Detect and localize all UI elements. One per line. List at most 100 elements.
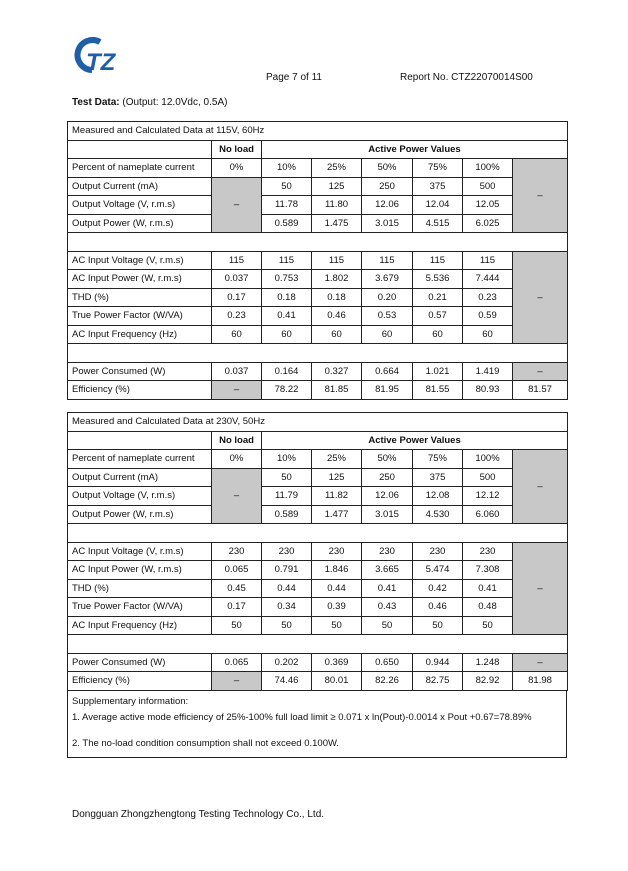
table-cell	[67, 139, 212, 159]
table-cell: 75%	[412, 158, 463, 178]
table-cell: 0.23	[462, 287, 513, 307]
table-cell: No load	[211, 430, 262, 450]
table-row: Efficiency (%) –78.22 81.85 81.95 81.55 80.93…	[67, 380, 568, 400]
table-cell: –	[511, 449, 569, 524]
table-cell: 1.846	[311, 560, 362, 580]
table-cell: 1.021	[412, 361, 463, 381]
table-cell: 0.065	[211, 560, 262, 580]
table-cell: 0.43	[361, 597, 413, 617]
table-cell: Output Power (W, r.m.s)	[67, 504, 212, 524]
supplementary-note: 1. Average active mode efficiency of 25%…	[72, 712, 532, 723]
table-cell: 375	[412, 176, 463, 196]
table-cell: 60	[462, 324, 513, 344]
table-row: Output Power (W, r.m.s) 0.589 1.477 3.015 4.…	[67, 504, 568, 524]
table-cell: 3.665	[361, 560, 413, 580]
table-cell: 230	[261, 541, 312, 561]
table-row: AC Input Frequency (Hz) 60 60 60 60 60 60	[67, 324, 568, 344]
data-table: Measured and Calculated Data at 230V, 50…	[66, 412, 569, 691]
table-cell: 0.57	[412, 306, 463, 326]
table-cell: 115	[462, 250, 513, 270]
table-cell: THD (%)	[67, 287, 212, 307]
table-cell: 1.419	[462, 361, 513, 381]
table-cell: Power Consumed (W)	[67, 361, 212, 381]
table-cell: Measured and Calculated Data at 230V, 50…	[66, 412, 569, 432]
table-row: True Power Factor (W/VA) 0.23 0.41 0.46 0.53…	[67, 306, 568, 326]
table-cell: True Power Factor (W/VA)	[67, 306, 212, 326]
table-cell: 80.01	[311, 671, 362, 691]
table-cell: 0.21	[412, 287, 463, 307]
data-table: Measured and Calculated Data at 115V, 60…	[67, 121, 568, 400]
table-cell: –	[512, 250, 568, 344]
table-cell: 0.037	[211, 269, 262, 289]
table-cell: 81.98	[511, 671, 569, 691]
table-cell: 1.802	[311, 269, 362, 289]
table-cell: 0.589	[261, 213, 312, 233]
supplementary: Supplementary information: 1. Average ac…	[67, 691, 567, 758]
table-cell: 230	[361, 541, 413, 561]
table-cell: 115	[361, 250, 413, 270]
table-cell: 82.75	[412, 671, 463, 691]
table-cell: –	[211, 380, 262, 400]
table-cell: AC Input Frequency (Hz)	[67, 615, 212, 635]
table-cell: 5.474	[412, 560, 463, 580]
table-cell: 11.78	[261, 195, 312, 215]
table-cell: 50%	[361, 449, 413, 469]
table-cell: 81.55	[412, 380, 463, 400]
table-cell: Output Power (W, r.m.s)	[67, 213, 212, 233]
table-row	[67, 343, 568, 363]
table-cell: 0.065	[211, 652, 262, 672]
table-cell: 4.515	[412, 213, 463, 233]
table-row: AC Input Frequency (Hz) 50 50 50 50 50 50	[67, 615, 568, 635]
table-row: THD (%) 0.45 0.44 0.44 0.41 0.42 0.41	[67, 578, 568, 598]
table-cell: 0.202	[261, 652, 312, 672]
table-cell: 0.164	[261, 361, 312, 381]
table-cell: 50	[261, 615, 312, 635]
table-cell: 60	[261, 324, 312, 344]
table-cell: 80.93	[462, 380, 513, 400]
table-cell: 0.44	[311, 578, 362, 598]
table-cell: 11.82	[311, 486, 362, 506]
table-cell: Output Voltage (V, r.m.s)	[67, 486, 212, 506]
table-cell: 0.791	[261, 560, 312, 580]
table-cell	[67, 430, 212, 450]
table-cell: 0.42	[412, 578, 463, 598]
table-cell: THD (%)	[67, 578, 212, 598]
table-cell: Percent of nameplate current	[67, 158, 212, 178]
table-cell: 0.34	[261, 597, 312, 617]
table-cell: Output Current (mA)	[67, 176, 212, 196]
table-cell: 0.59	[462, 306, 513, 326]
table-cell	[66, 634, 569, 654]
table-cell: 0.45	[211, 578, 262, 598]
table-cell	[66, 523, 569, 543]
table-cell: –	[211, 176, 262, 233]
table-row: Power Consumed (W) 0.037 0.164 0.327 0.664 1.…	[67, 361, 568, 381]
table-cell: Measured and Calculated Data at 115V, 60…	[67, 121, 568, 141]
table-cell: 1.477	[311, 504, 362, 524]
table-cell: Output Current (mA)	[67, 467, 212, 487]
report-number: Report No. CTZ22070014S00	[400, 72, 533, 83]
table-cell: 81.95	[361, 380, 413, 400]
table-cell: 82.92	[462, 671, 513, 691]
table-cell: –	[511, 541, 569, 635]
table-cell: Output Voltage (V, r.m.s)	[67, 195, 212, 215]
table-cell: 12.12	[462, 486, 513, 506]
table-cell: 115	[211, 250, 262, 270]
table-cell: 12.04	[412, 195, 463, 215]
table-cell: 0.944	[412, 652, 463, 672]
table-cell: 115	[311, 250, 362, 270]
table-cell	[67, 343, 568, 363]
table-cell: –	[512, 158, 568, 233]
table-cell: –	[512, 361, 568, 381]
supplementary-title: Supplementary information:	[72, 696, 189, 707]
table-row	[67, 232, 568, 252]
table-cell: 0.41	[462, 578, 513, 598]
table-cell: 0.46	[412, 597, 463, 617]
table-row: AC Input Power (W, r.m.s) 0.065 0.791 1.846…	[67, 560, 568, 580]
table-cell: 7.444	[462, 269, 513, 289]
table-cell: 10%	[261, 158, 312, 178]
table-cell: 500	[462, 176, 513, 196]
table-cell: 0.41	[361, 578, 413, 598]
table-cell: 5.536	[412, 269, 463, 289]
